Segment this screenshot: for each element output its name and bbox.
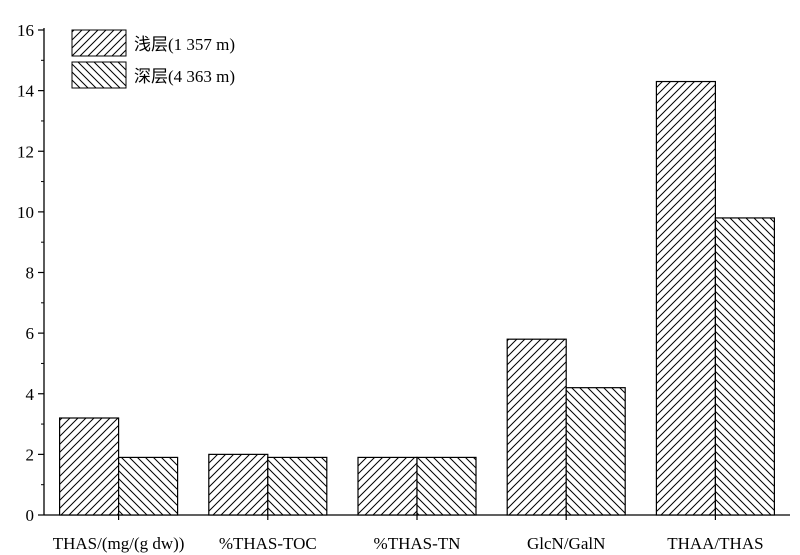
bar-deep-1 bbox=[267, 456, 328, 516]
bars bbox=[58, 80, 776, 516]
y-tick-label: 2 bbox=[26, 445, 35, 464]
bar-shallow-0 bbox=[58, 417, 120, 516]
legend-swatch-shallow bbox=[71, 29, 127, 57]
legend: 浅层(1 357 m) 深层(4 363 m) bbox=[66, 22, 322, 107]
y-tick-label: 8 bbox=[26, 264, 35, 283]
bar-shallow-3 bbox=[506, 338, 567, 516]
y-tick-label: 16 bbox=[17, 21, 34, 40]
x-tick-label: %THAS-TOC bbox=[219, 534, 317, 553]
x-tick-label: %THAS-TN bbox=[374, 534, 461, 553]
y-tick-label: 14 bbox=[17, 82, 35, 101]
bar-deep-4 bbox=[714, 217, 776, 516]
y-tick-label: 12 bbox=[17, 142, 34, 161]
x-tick-label: GlcN/GalN bbox=[527, 534, 605, 553]
bar-shallow-2 bbox=[357, 456, 418, 516]
bar-deep-2 bbox=[416, 456, 477, 516]
x-axis: THAS/(mg/(g dw)) %THAS-TOC %THAS-TN GlcN/Ga… bbox=[44, 514, 790, 553]
bar-deep-0 bbox=[117, 456, 179, 516]
legend-label-deep: 深层(4 363 m) bbox=[134, 67, 235, 86]
bar-shallow-1 bbox=[208, 453, 269, 516]
y-tick-label: 0 bbox=[26, 506, 35, 525]
y-axis: 0 2 4 6 8 10 12 14 16 bbox=[17, 21, 45, 525]
y-tick-label: 4 bbox=[26, 385, 35, 404]
y-tick-label: 10 bbox=[17, 203, 34, 222]
bar-shallow-4 bbox=[655, 80, 717, 516]
x-tick-label: THAA/THAS bbox=[667, 534, 763, 553]
x-tick-label: THAS/(mg/(g dw)) bbox=[53, 534, 185, 553]
legend-label-shallow: 浅层(1 357 m) bbox=[134, 35, 235, 54]
y-tick-label: 6 bbox=[26, 324, 35, 343]
bar-deep-3 bbox=[565, 387, 626, 516]
legend-swatch-deep bbox=[71, 61, 127, 89]
